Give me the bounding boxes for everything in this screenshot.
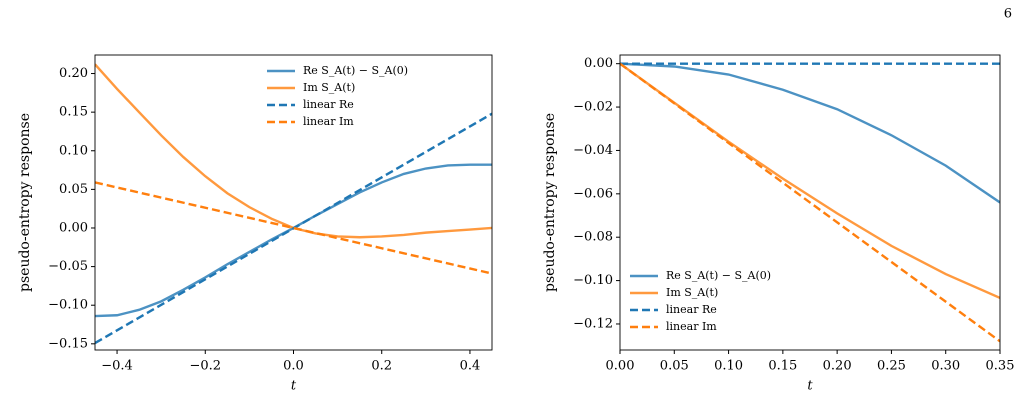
legend-label: linear Re	[303, 98, 354, 111]
x-tick-label: 0.4	[460, 359, 481, 374]
x-tick-label: 0.0	[283, 359, 304, 374]
legend-label: Re S_A(t) − S_A(0)	[303, 64, 408, 77]
x-tick-label: 0.25	[877, 359, 906, 374]
y-tick-label: −0.04	[573, 143, 613, 158]
y-tick-label: −0.10	[48, 298, 88, 313]
y-tick-label: −0.10	[573, 273, 613, 288]
x-tick-label: 0.05	[660, 359, 689, 374]
series-line	[95, 163, 492, 318]
x-tick-label: 0.2	[371, 359, 392, 374]
y-tick-label: 0.10	[59, 143, 88, 158]
y-tick-label: 0.00	[584, 56, 613, 71]
legend-label: Re S_A(t) − S_A(0)	[666, 269, 771, 282]
x-tick-label: 0.15	[768, 359, 797, 374]
legend-label: Im S_A(t)	[303, 81, 355, 94]
y-tick-label: −0.05	[48, 259, 88, 274]
series-line	[620, 62, 1000, 343]
x-tick-label: 0.20	[823, 359, 852, 374]
y-tick-label: −0.08	[573, 230, 613, 245]
y-tick-label: −0.02	[573, 100, 613, 115]
y-tick-label: 0.15	[59, 105, 88, 120]
y-tick-label: 0.05	[59, 182, 88, 197]
page-number: 6	[1004, 7, 1012, 22]
x-tick-label: 0.30	[931, 359, 960, 374]
x-tick-label: 0.10	[714, 359, 743, 374]
series-line	[95, 63, 492, 239]
x-tick-label: 0.00	[606, 359, 635, 374]
x-tick-label: −0.2	[189, 359, 221, 374]
x-tick-label: 0.35	[986, 359, 1015, 374]
y-tick-label: 0.20	[59, 66, 88, 81]
axes-frame	[619, 54, 1001, 351]
axes-frame	[94, 54, 493, 351]
legend-label: linear Im	[303, 115, 354, 128]
series-line	[620, 62, 1000, 204]
y-tick-label: −0.06	[573, 186, 613, 201]
x-axis-label: t	[807, 379, 813, 394]
series-line	[95, 112, 492, 345]
legend-label: Im S_A(t)	[666, 286, 718, 299]
x-tick-label: −0.4	[101, 359, 133, 374]
x-axis-label: t	[291, 379, 297, 394]
y-tick-label: −0.15	[48, 336, 88, 351]
legend-label: linear Im	[666, 320, 717, 333]
y-axis-label: pseudo-entropy response	[17, 113, 33, 292]
legend-label: linear Re	[666, 303, 717, 316]
y-tick-label: 0.00	[59, 220, 88, 235]
series-line	[95, 181, 492, 275]
y-axis-label: pseudo-entropy response	[542, 113, 558, 292]
y-tick-label: −0.12	[573, 316, 613, 331]
